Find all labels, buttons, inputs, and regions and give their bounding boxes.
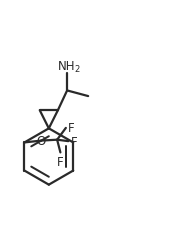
Text: O: O [37, 135, 46, 147]
Text: NH: NH [58, 60, 76, 73]
Text: F: F [57, 155, 63, 168]
Text: F: F [71, 135, 77, 148]
Text: 2: 2 [74, 64, 79, 73]
Text: F: F [68, 122, 75, 134]
